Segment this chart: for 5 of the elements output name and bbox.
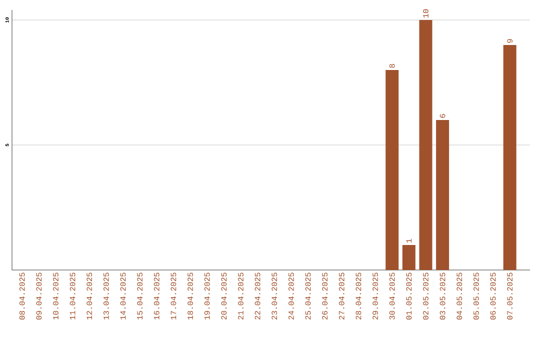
bar (436, 120, 450, 270)
bar (386, 70, 399, 270)
bar (503, 44, 516, 270)
bar (402, 245, 416, 270)
bar (419, 20, 432, 270)
